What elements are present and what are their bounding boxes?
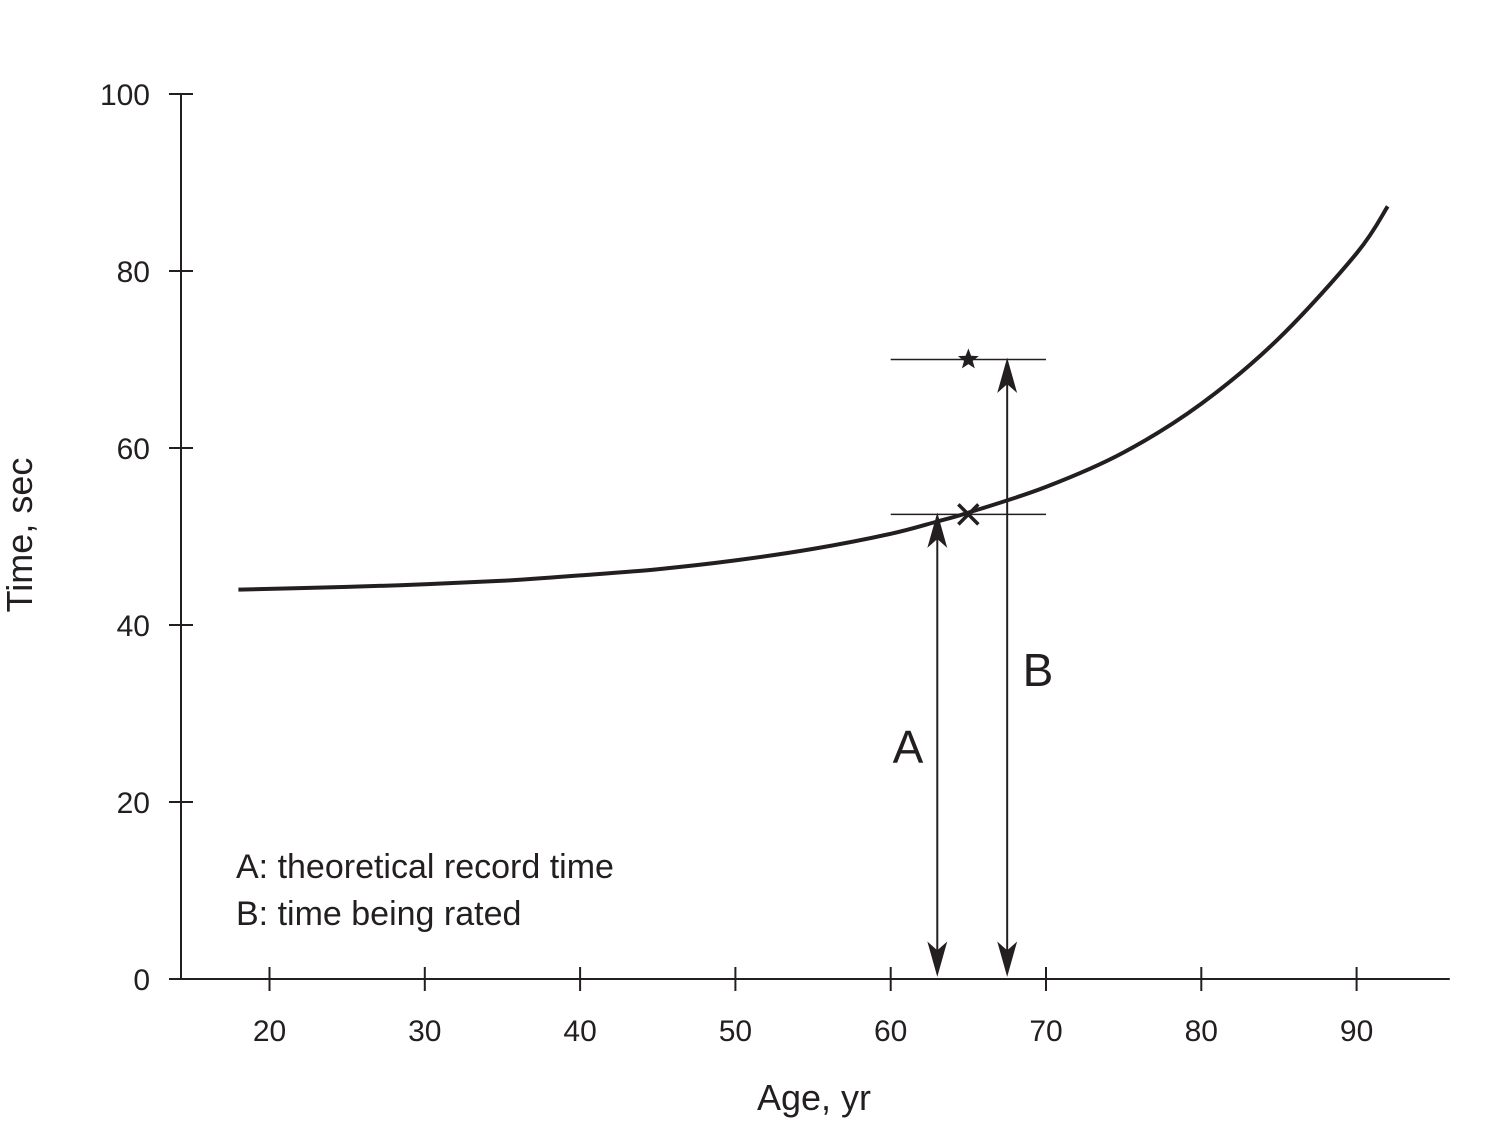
x-tick-label-70: 70: [1029, 1015, 1062, 1048]
y-tick-label-80: 80: [117, 256, 150, 289]
arrowhead-top-a: [927, 512, 948, 548]
annotation-label-b: B: [1023, 644, 1054, 696]
reference-lines: [890, 358, 1046, 516]
x-tick-label-40: 40: [563, 1015, 596, 1048]
legend-line-a: A: theoretical record time: [236, 848, 614, 886]
x-tick-label-90: 90: [1340, 1015, 1373, 1048]
y-tick-label-0: 0: [133, 964, 150, 997]
arrowhead-bottom-b: [997, 941, 1018, 977]
y-tick-label-40: 40: [117, 610, 150, 643]
x-tick-label-20: 20: [253, 1015, 286, 1048]
arrows-layer: [927, 357, 1018, 977]
marker-x: [957, 503, 980, 526]
x-tick-label-30: 30: [408, 1015, 441, 1048]
x-axis-title: Age, yr: [757, 1077, 871, 1118]
markers-layer: [957, 348, 980, 526]
arrowhead-top-b: [997, 357, 1018, 394]
x-tick-label-80: 80: [1185, 1015, 1218, 1048]
y-tick-label-60: 60: [117, 433, 150, 466]
x-tick-label-50: 50: [719, 1015, 752, 1048]
marker-star: [957, 348, 979, 369]
axes: 20 30 40 50 60 70 80 90 0 20 40 60 80 100: [100, 79, 1450, 1048]
y-tick-label-20: 20: [117, 787, 150, 820]
arrowhead-bottom-a: [927, 941, 948, 977]
curve-layer: [238, 205, 1390, 592]
legend-line-b: B: time being rated: [236, 895, 521, 933]
y-tick-label-100: 100: [100, 79, 150, 112]
y-axis-title: Time, sec: [0, 458, 40, 613]
annotation-label-a: A: [893, 721, 924, 773]
series-line-0: [238, 205, 1390, 592]
x-tick-label-60: 60: [874, 1015, 907, 1048]
